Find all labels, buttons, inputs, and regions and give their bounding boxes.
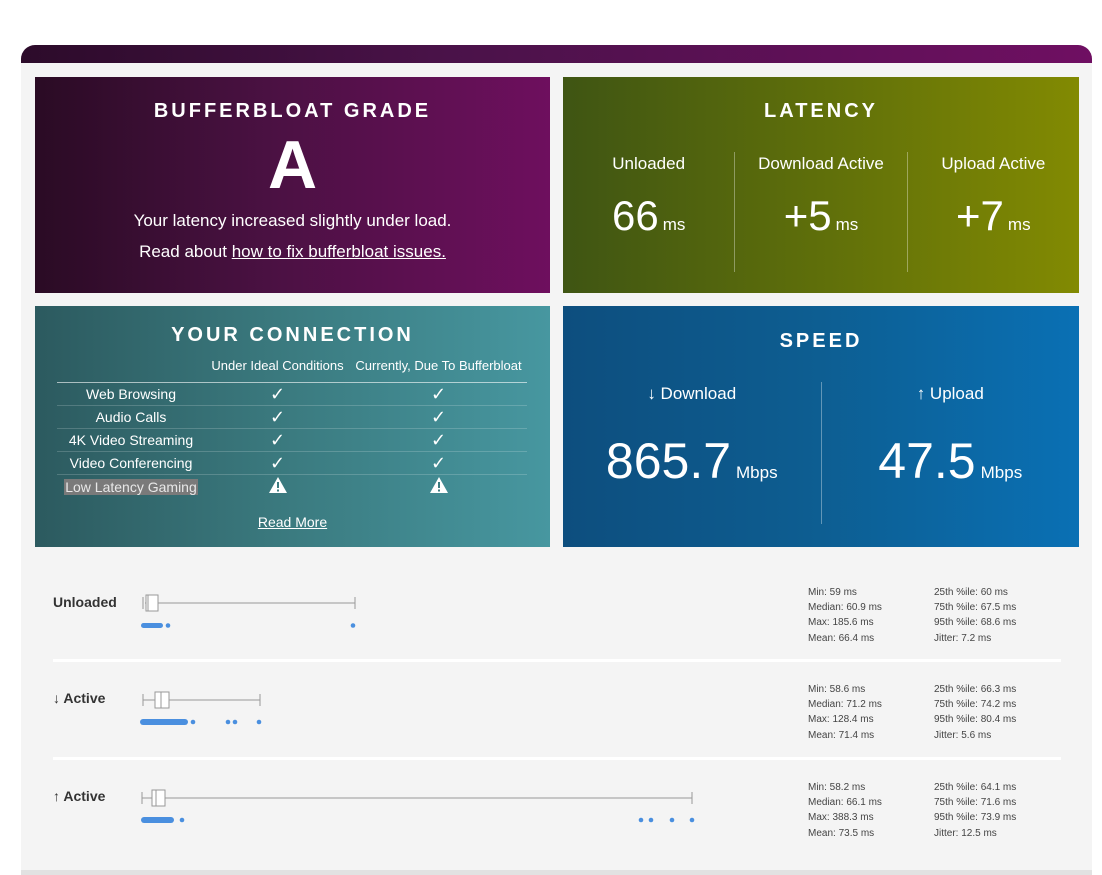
- grade-read-prefix: Read about: [139, 242, 227, 261]
- stat-jitter: Jitter: 12.5 ms: [934, 827, 997, 839]
- stats-right-unloaded: 25th %ile: 60 ms 75th %ile: 67.5 ms 95th…: [934, 585, 1016, 646]
- stat-p25: 25th %ile: 64.1 ms: [934, 782, 1017, 793]
- latency-unit: ms: [1007, 215, 1031, 234]
- boxplot-download-active: [140, 691, 262, 725]
- stat-mean: Mean: 73.5 ms: [808, 827, 875, 839]
- stat-p95: 95th %ile: 73.9 ms: [934, 812, 1017, 824]
- latency-unloaded-value: 66: [611, 192, 659, 239]
- connection-table: Under Ideal Conditions Currently, Due To…: [57, 358, 527, 498]
- grade-letter: A: [267, 127, 318, 203]
- connection-row: Web Browsing ✓ ✓: [57, 383, 527, 406]
- warning-icon: [429, 476, 449, 497]
- connection-row-label: 4K Video Streaming: [68, 432, 194, 448]
- plot-label: ↑ Active: [53, 788, 106, 804]
- latency-upload-active: Upload Active +7 ms: [906, 152, 1079, 272]
- upload-value: 47.5: [878, 433, 976, 489]
- your-connection-card: YOUR CONNECTION Under Ideal Conditions C…: [35, 306, 550, 547]
- stat-median: Median: 60.9 ms: [808, 602, 882, 614]
- stat-p95: 95th %ile: 80.4 ms: [934, 714, 1017, 726]
- connection-row: Audio Calls ✓ ✓: [57, 406, 527, 429]
- connection-row-label: Low Latency Gaming: [64, 478, 198, 495]
- stat-max: Max: 388.3 ms: [808, 812, 874, 824]
- connection-row-label: Web Browsing: [85, 386, 176, 402]
- latency-card: LATENCY Unloaded 66 ms Download Active +5…: [563, 77, 1079, 293]
- latency-unit: ms: [662, 215, 686, 234]
- col-current-header: Currently, Due To Bufferbloat: [355, 358, 522, 373]
- connection-row-label: Video Conferencing: [69, 455, 193, 471]
- stats-left-download-active: Min: 58.6 ms Median: 71.2 ms Max: 128.4 …: [808, 682, 882, 743]
- stat-jitter: Jitter: 5.6 ms: [934, 729, 992, 741]
- stats-right-download-active: 25th %ile: 66.3 ms 75th %ile: 74.2 ms 95…: [934, 682, 1016, 743]
- warning-icon: [268, 476, 288, 497]
- stat-min: Min: 59 ms: [808, 587, 857, 598]
- latency-unloaded: Unloaded 66 ms: [563, 152, 734, 272]
- grade-link-line: Read about how to fix bufferbloat issues…: [35, 242, 550, 262]
- stat-p95: 95th %ile: 68.6 ms: [934, 617, 1017, 629]
- read-more-link[interactable]: Read More: [257, 514, 328, 530]
- stats-left-upload-active: Min: 58.2 ms Median: 66.1 ms Max: 388.3 …: [808, 780, 882, 841]
- bufferbloat-grade-card: BUFFERBLOAT GRADE A Your latency increas…: [35, 77, 550, 293]
- stat-p75: 75th %ile: 67.5 ms: [934, 602, 1017, 614]
- stat-max: Max: 185.6 ms: [808, 617, 874, 629]
- latency-download-label: Download Active: [758, 154, 884, 173]
- grade-title: BUFFERBLOAT GRADE: [153, 100, 432, 122]
- stat-p75: 75th %ile: 71.6 ms: [934, 797, 1017, 809]
- latency-unloaded-label: Unloaded: [612, 154, 686, 173]
- stat-max: Max: 128.4 ms: [808, 714, 874, 726]
- grade-message: Your latency increased slightly under lo…: [133, 211, 452, 230]
- check-icon: ✓: [269, 452, 286, 473]
- connection-title: YOUR CONNECTION: [171, 324, 414, 346]
- check-icon: ✓: [269, 383, 286, 404]
- boxplot-unloaded: [141, 594, 356, 628]
- stat-min: Min: 58.6 ms: [808, 684, 866, 695]
- stat-mean: Mean: 71.4 ms: [808, 729, 875, 741]
- fix-bufferbloat-link[interactable]: how to fix bufferbloat issues.: [231, 242, 446, 261]
- download-speed: ↓ Download 865.7 Mbps: [563, 382, 821, 524]
- latency-upload-value: +7: [956, 192, 1004, 239]
- stat-p75: 75th %ile: 74.2 ms: [934, 699, 1017, 711]
- upload-label: ↑ Upload: [916, 384, 984, 403]
- check-icon: ✓: [269, 406, 286, 427]
- speed-title: SPEED: [779, 330, 863, 352]
- connection-row: 4K Video Streaming ✓ ✓: [57, 429, 527, 452]
- connection-table-header: Under Ideal Conditions Currently, Due To…: [57, 358, 527, 383]
- latency-download-value: +5: [783, 192, 832, 239]
- plot-label: Unloaded: [53, 594, 117, 610]
- connection-row: Low Latency Gaming: [57, 475, 527, 498]
- stats-right-upload-active: 25th %ile: 64.1 ms 75th %ile: 71.6 ms 95…: [934, 780, 1016, 841]
- connection-row: Video Conferencing ✓ ✓: [57, 452, 527, 475]
- stat-p25: 25th %ile: 60 ms: [934, 587, 1008, 598]
- speed-unit: Mbps: [736, 463, 778, 482]
- upload-speed: ↑ Upload 47.5 Mbps: [820, 382, 1080, 524]
- stat-min: Min: 58.2 ms: [808, 782, 866, 793]
- stats-left-unloaded: Min: 59 ms Median: 60.9 ms Max: 185.6 ms…: [808, 585, 882, 646]
- stat-median: Median: 71.2 ms: [808, 699, 882, 711]
- plot-row-unloaded: Unloaded Min: 59 ms Median: 60.9 ms Max:…: [53, 585, 1061, 662]
- connection-row-label: Audio Calls: [95, 409, 167, 425]
- check-icon: ✓: [430, 406, 447, 427]
- stat-mean: Mean: 66.4 ms: [808, 632, 875, 644]
- check-icon: ✓: [430, 452, 447, 473]
- stat-jitter: Jitter: 7.2 ms: [934, 632, 992, 644]
- speed-card: SPEED ↓ Download 865.7 Mbps ↑ Upload 47.5…: [563, 306, 1079, 547]
- latency-title: LATENCY: [764, 100, 878, 122]
- latency-upload-label: Upload Active: [941, 154, 1046, 173]
- speed-unit: Mbps: [980, 463, 1023, 482]
- latency-unit: ms: [835, 215, 859, 234]
- boxplot-upload-active: [141, 789, 695, 823]
- stat-median: Median: 66.1 ms: [808, 797, 882, 809]
- panel-bottom-border: [21, 870, 1092, 875]
- plot-label: ↓ Active: [53, 690, 106, 706]
- col-ideal-header: Under Ideal Conditions: [211, 358, 344, 373]
- download-value: 865.7: [605, 433, 732, 489]
- check-icon: ✓: [430, 429, 447, 450]
- stat-p25: 25th %ile: 66.3 ms: [934, 684, 1017, 695]
- results-header-bar: [21, 45, 1092, 63]
- plot-row-download-active: ↓ Active Min: 58.6 ms Median: 71.2 ms Ma…: [53, 682, 1061, 760]
- download-label: ↓ Download: [647, 384, 737, 403]
- latency-download-active: Download Active +5 ms: [734, 152, 906, 272]
- check-icon: ✓: [269, 429, 286, 450]
- plot-row-upload-active: ↑ Active Min: 58.2 ms Median: 66.1 ms Ma…: [53, 780, 1061, 860]
- check-icon: ✓: [430, 383, 447, 404]
